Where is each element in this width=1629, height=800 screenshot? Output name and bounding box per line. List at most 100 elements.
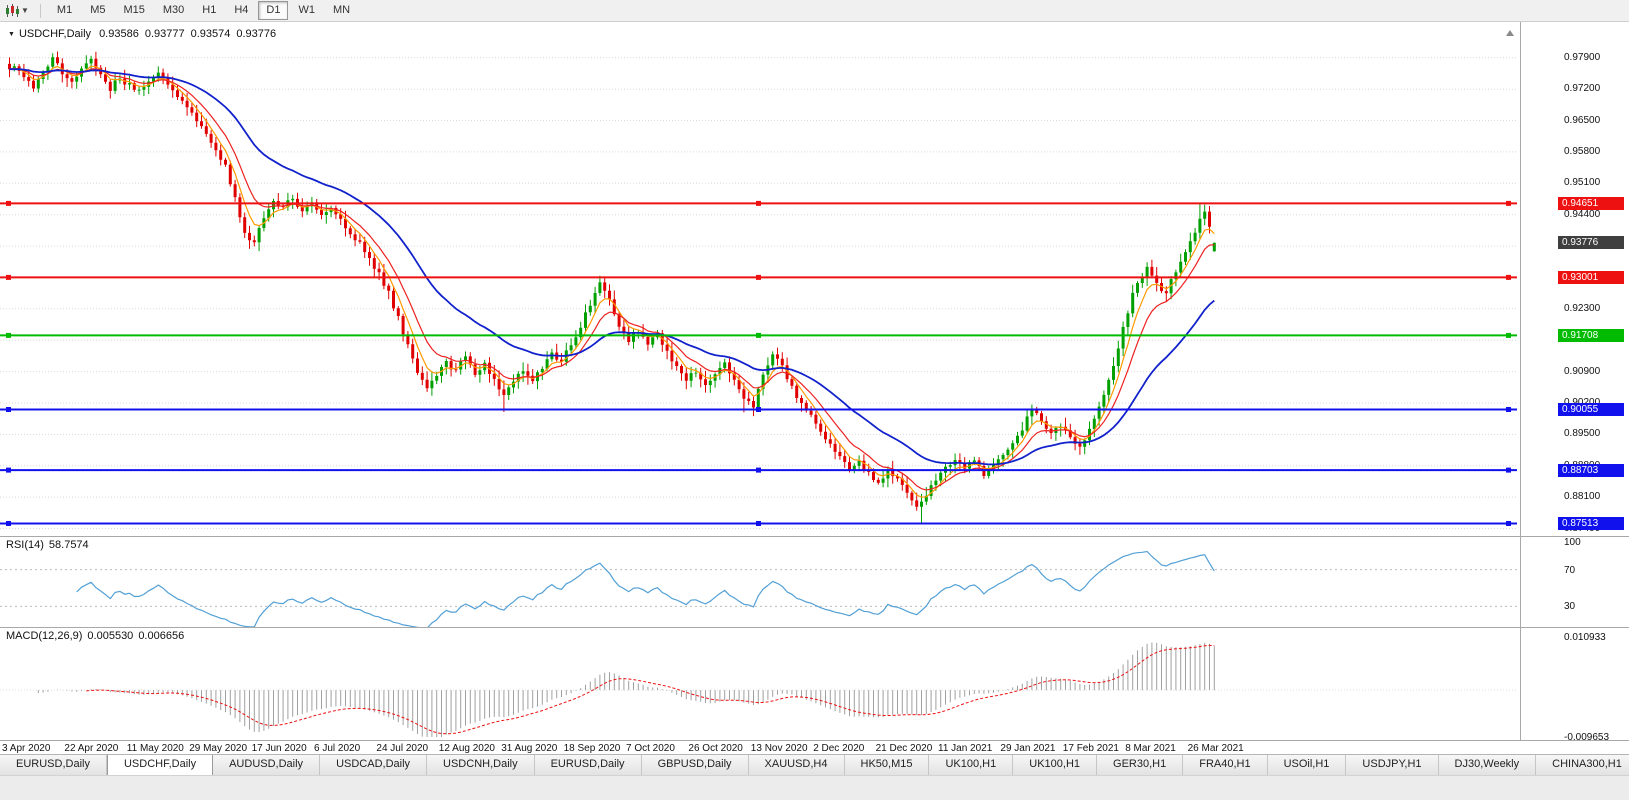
- chart-tab-usdcad-daily[interactable]: USDCAD,Daily: [320, 755, 428, 775]
- time-axis-label: 7 Oct 2020: [626, 743, 675, 754]
- price-axis-label: 0.97900: [1564, 51, 1601, 63]
- ohlc-close: 0.93776: [236, 28, 277, 40]
- chart-ohlc-header: ▼ USDCHF,Daily 0.93586 0.93777 0.93574 0.9377…: [8, 28, 282, 40]
- macd-scale-label: 0.010933: [1564, 632, 1606, 643]
- time-axis-label: 2 Dec 2020: [813, 743, 865, 754]
- timeframe-button-d1[interactable]: D1: [258, 1, 289, 20]
- time-axis-label: 18 Sep 2020: [563, 743, 621, 754]
- time-axis-label: 17 Feb 2021: [1062, 743, 1119, 754]
- chart-tab-eurusd-daily[interactable]: EURUSD,Daily: [534, 755, 642, 775]
- chart-symbol-label: USDCHF,Daily: [18, 28, 92, 40]
- timeframe-button-m30[interactable]: M30: [162, 4, 185, 16]
- chart-type-dropdown-icon[interactable]: ▼: [21, 6, 29, 15]
- price-axis-label: 0.88100: [1564, 491, 1601, 503]
- current-price-tag: 0.93776: [1558, 236, 1624, 250]
- pane-separator[interactable]: [0, 536, 1629, 537]
- price-axis-label: 0.95100: [1564, 177, 1601, 189]
- time-axis-label: 11 May 2020: [126, 743, 184, 754]
- price-axis-label: 0.96500: [1564, 114, 1601, 126]
- timeframe-button-mn[interactable]: MN: [332, 4, 351, 16]
- time-axis-label: 22 Apr 2020: [64, 743, 119, 754]
- chart-type-icon[interactable]: [5, 3, 20, 18]
- time-axis-label: 6 Jul 2020: [314, 743, 361, 754]
- timeframes-toolbar: ▼ M1 M5 M15 M30 H1 H4 D1 W1 MN: [0, 0, 1629, 22]
- price-axis-label: 0.90200: [1564, 397, 1600, 409]
- ohlc-open: 0.93586: [99, 28, 139, 40]
- pane-separator[interactable]: [0, 627, 1629, 628]
- time-axis-label: 26 Oct 2020: [688, 743, 743, 754]
- chart-tab-usdcnh-daily[interactable]: USDCNH,Daily: [427, 755, 535, 775]
- rsi-scale-label: 100: [1564, 537, 1581, 548]
- time-axis-label: 29 May 2020: [189, 743, 248, 754]
- timeframe-button-w1[interactable]: W1: [298, 4, 315, 16]
- chart-tab-usdchf-daily[interactable]: USDCHF,Daily: [106, 755, 214, 775]
- level-price-tag: 0.90055: [1558, 402, 1624, 416]
- rsi-value: 58.7574: [48, 539, 89, 551]
- price-axis-label: 0.92300: [1564, 302, 1601, 314]
- symbol-dropdown-icon[interactable]: ▼: [8, 31, 15, 38]
- price-axis-label: 0.90900: [1564, 365, 1601, 377]
- level-price-tag: 0.91708: [1558, 328, 1624, 342]
- macd-scale-label: -0.009653: [1564, 732, 1610, 743]
- time-axis-label: 11 Jan 2021: [938, 743, 993, 754]
- chart-tab-hk50-m15[interactable]: HK50,M15: [844, 755, 930, 775]
- chart-tab-gbpusd-daily[interactable]: GBPUSD,Daily: [641, 755, 749, 775]
- time-axis-label: 17 Jun 2020: [251, 743, 307, 754]
- time-axis-label: 3 Apr 2020: [2, 743, 51, 754]
- timeframe-button-m15[interactable]: M15: [123, 4, 145, 16]
- time-axis-label: 21 Dec 2020: [875, 743, 933, 754]
- timeframe-button-h4[interactable]: H4: [234, 4, 249, 16]
- level-price-tag: 0.87513: [1558, 516, 1624, 530]
- time-axis[interactable]: 3 Apr 2020 22 Apr 2020 11 May 2020 29 May 2…: [0, 741, 1629, 754]
- chart-tab-usdjpy-h1[interactable]: USDJPY,H1: [1346, 755, 1439, 775]
- timeframe-button-m5[interactable]: M5: [90, 4, 106, 16]
- chart-tab-uk100-h1[interactable]: UK100,H1: [929, 755, 1014, 775]
- price-axis-separator: [1520, 22, 1521, 741]
- rsi-scale-label: 30: [1564, 601, 1576, 613]
- chart-tabs-bar: EURUSD,Daily USDCHF,Daily AUDUSD,Daily USDC…: [0, 754, 1629, 775]
- time-axis-label: 31 Aug 2020: [501, 743, 558, 754]
- macd-signal-value: 0.006656: [138, 630, 185, 642]
- price-axis[interactable]: 0.97900 0.97200 0.96500 0.95800 0.95100 0.944…: [1521, 22, 1629, 743]
- rsi-scale-label: 70: [1564, 564, 1576, 576]
- chart-tab-china300-h1[interactable]: CHINA300,H1: [1536, 755, 1629, 775]
- rsi-name: RSI(14): [6, 539, 44, 551]
- time-axis-label: 26 Mar 2021: [1187, 743, 1244, 754]
- price-pane-canvas[interactable]: [0, 22, 1520, 537]
- toolbar-separator: [39, 3, 41, 18]
- pane-separator[interactable]: [0, 740, 1629, 741]
- level-price-tag: 0.93001: [1558, 270, 1624, 284]
- time-axis-label: 24 Jul 2020: [376, 743, 429, 754]
- chart-window: ▼ USDCHF,Daily 0.93586 0.93777 0.93574 0.9377…: [0, 22, 1629, 754]
- time-axis-label: 8 Mar 2021: [1125, 743, 1176, 754]
- level-price-tag: 0.88703: [1558, 463, 1624, 477]
- chart-shift-marker-icon[interactable]: [1506, 30, 1514, 36]
- price-axis-label: 0.97200: [1564, 83, 1601, 95]
- price-axis-label: 0.95800: [1564, 145, 1601, 157]
- chart-tab-usoil-h1[interactable]: USOil,H1: [1267, 755, 1347, 775]
- timeframe-button-h1[interactable]: H1: [202, 4, 217, 16]
- chart-tab-dj30-weekly[interactable]: DJ30,Weekly: [1438, 755, 1537, 775]
- chart-tab-audusd-daily[interactable]: AUDUSD,Daily: [213, 755, 321, 775]
- level-price-tag: 0.94651: [1558, 196, 1624, 210]
- chart-tab-fra40-h1[interactable]: FRA40,H1: [1183, 755, 1268, 775]
- rsi-pane-canvas[interactable]: [0, 537, 1520, 628]
- macd-pane-canvas[interactable]: [0, 628, 1520, 741]
- ohlc-low: 0.93574: [190, 28, 231, 40]
- chart-tab-ger30-h1[interactable]: GER30,H1: [1097, 755, 1184, 775]
- chart-tab-eurusd-daily[interactable]: EURUSD,Daily: [0, 755, 107, 775]
- time-axis-label: 12 Aug 2020: [438, 743, 495, 754]
- price-axis-label: 0.89500: [1564, 428, 1601, 440]
- timeframe-toolbar: M1 M5 M15 M30 H1 H4 D1 W1 MN: [48, 1, 359, 20]
- time-axis-label: 29 Jan 2021: [1000, 743, 1056, 754]
- time-axis-label: 13 Nov 2020: [750, 743, 808, 754]
- macd-indicator-label: MACD(12,26,9) 0.005530 0.006656: [6, 630, 184, 642]
- rsi-indicator-label: RSI(14) 58.7574: [6, 539, 89, 551]
- macd-main-value: 0.005530: [87, 630, 134, 642]
- chart-tab-uk100-h1[interactable]: UK100,H1: [1013, 755, 1098, 775]
- chart-tab-xauusd-h4[interactable]: XAUUSD,H4: [748, 755, 845, 775]
- window-bottom-strip: [0, 775, 1629, 800]
- timeframe-button-m1[interactable]: M1: [56, 4, 73, 16]
- ohlc-high: 0.93777: [144, 28, 185, 40]
